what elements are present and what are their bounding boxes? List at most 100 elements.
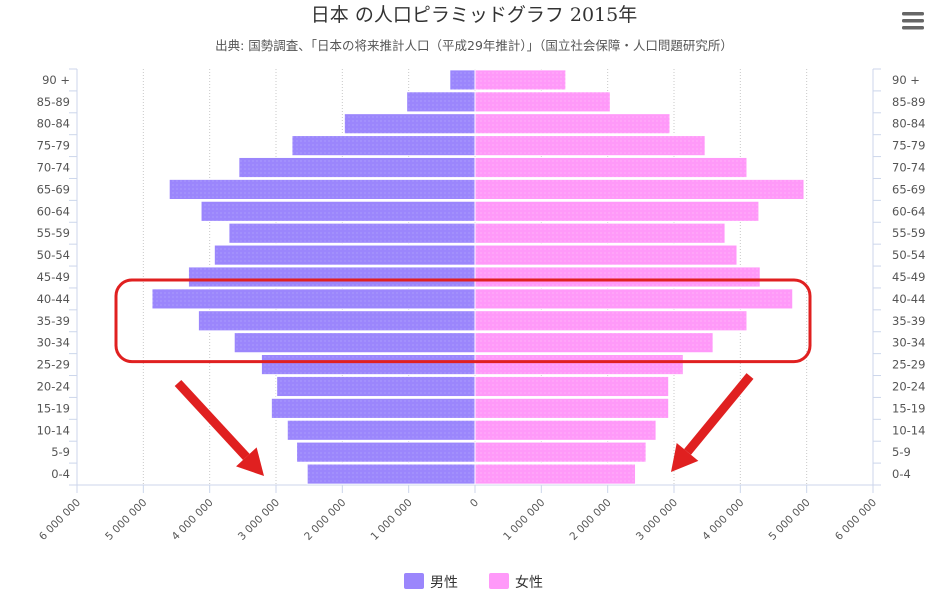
bar-female-50-54[interactable]: [474, 244, 738, 266]
legend[interactable]: 男性 女性: [404, 573, 543, 591]
x-tick-label: 1 000 000: [501, 497, 547, 543]
bar-male-50-54[interactable]: [213, 244, 476, 266]
age-label-right: 75-79: [892, 139, 925, 153]
bar-female-80-84[interactable]: [474, 113, 671, 135]
bar-male-60-64[interactable]: [200, 200, 476, 222]
arrow-left-shaft: [174, 379, 250, 460]
bar-male-45-49[interactable]: [187, 266, 476, 288]
bars: [151, 69, 805, 485]
bar-male-80-84[interactable]: [343, 113, 476, 135]
x-tick-label: 2 000 000: [302, 497, 348, 543]
bar-female-75-79[interactable]: [474, 135, 706, 157]
arrow-right-shaft: [684, 373, 754, 455]
bar-male-5-9[interactable]: [296, 441, 476, 463]
axes: [69, 68, 881, 493]
bar-female-55-59[interactable]: [474, 222, 726, 244]
age-label-right: 25-29: [892, 358, 925, 372]
bar-female-5-9[interactable]: [474, 441, 647, 463]
bar-male-15-19[interactable]: [270, 397, 476, 419]
bar-female-70-74[interactable]: [474, 156, 748, 179]
bar-male-35-39[interactable]: [197, 310, 476, 332]
age-label-left: 0-4: [51, 467, 70, 481]
x-tick-label: 1 000 000: [369, 497, 415, 543]
bar-male-0-4[interactable]: [306, 463, 476, 485]
age-label-left: 10-14: [37, 423, 70, 437]
age-label-right: 45-49: [892, 270, 925, 284]
age-label-right: 35-39: [892, 314, 925, 328]
x-tick-label: 4 000 000: [700, 497, 746, 543]
bar-female-15-19[interactable]: [474, 397, 670, 419]
age-label-right: 85-89: [892, 95, 925, 109]
age-label-right: 30-34: [892, 336, 925, 350]
age-label-left: 20-24: [37, 379, 70, 393]
bar-male-70-74[interactable]: [238, 156, 476, 179]
age-label-right: 0-4: [892, 467, 911, 481]
age-label-right: 20-24: [892, 379, 925, 393]
age-label-right: 40-44: [892, 292, 925, 306]
bar-male-25-29[interactable]: [260, 354, 476, 376]
legend-swatch-female: [489, 573, 509, 589]
bar-female-30-34[interactable]: [474, 332, 714, 354]
bar-female-20-24[interactable]: [474, 375, 670, 398]
bar-female-85-89[interactable]: [474, 91, 611, 113]
age-label-left: 70-74: [37, 161, 70, 175]
legend-item-male[interactable]: 男性: [404, 573, 458, 591]
x-tick-label: 5 000 000: [767, 497, 813, 543]
bar-male-55-59[interactable]: [228, 222, 476, 244]
age-label-left: 5-9: [51, 445, 70, 459]
bar-female-0-4[interactable]: [474, 463, 637, 485]
x-tick-label: 6 000 000: [833, 497, 879, 543]
bar-female-25-29[interactable]: [474, 354, 684, 376]
bar-male-30-34[interactable]: [233, 332, 476, 354]
age-label-left: 80-84: [37, 117, 70, 131]
annotations: [114, 278, 812, 476]
age-label-right: 10-14: [892, 423, 925, 437]
legend-item-female[interactable]: 女性: [489, 573, 543, 591]
age-label-right: 55-59: [892, 226, 925, 240]
age-label-left: 65-69: [37, 182, 70, 196]
bar-male-65-69[interactable]: [168, 178, 476, 200]
age-label-left: 60-64: [37, 204, 70, 218]
x-tick-label: 5 000 000: [103, 497, 149, 543]
bar-female-10-14[interactable]: [474, 419, 657, 441]
age-label-left: 45-49: [37, 270, 70, 284]
bar-male-90 +[interactable]: [449, 69, 476, 91]
bar-male-75-79[interactable]: [291, 135, 476, 157]
age-label-left: 35-39: [37, 314, 70, 328]
bar-male-40-44[interactable]: [151, 288, 476, 310]
bar-male-10-14[interactable]: [286, 419, 476, 441]
legend-label-female: 女性: [515, 574, 543, 591]
arrow-right-head: [671, 443, 699, 472]
age-label-left: 55-59: [37, 226, 70, 240]
age-label-left: 30-34: [37, 336, 70, 350]
age-labels-right: 90 + 85-89 80-84 75-79 70-74 65-69 60-64 55-59 5…: [892, 73, 925, 481]
arrow-left-head: [236, 447, 264, 476]
x-tick-label: 3 000 000: [634, 497, 680, 543]
bar-female-90 +[interactable]: [474, 69, 567, 91]
chart-subtitle: 出典: 国勢調査、「日本の将来推計人口（平成29年推計）」（国立社会保障・人口問…: [215, 38, 733, 53]
age-label-right: 70-74: [892, 161, 925, 175]
bar-male-85-89[interactable]: [406, 91, 476, 113]
age-label-right: 60-64: [892, 204, 925, 218]
highlight-box: [114, 278, 812, 364]
hamburger-menu-icon[interactable]: [898, 7, 928, 35]
x-tick-label: 2 000 000: [568, 497, 614, 543]
x-tick-label: 3 000 000: [236, 497, 282, 543]
bar-female-40-44[interactable]: [474, 288, 794, 310]
age-label-right: 15-19: [892, 401, 925, 415]
age-label-right: 80-84: [892, 117, 925, 131]
age-label-left: 90 +: [42, 73, 70, 87]
age-label-right: 90 +: [892, 73, 920, 87]
age-label-right: 5-9: [892, 445, 911, 459]
bar-female-65-69[interactable]: [474, 178, 805, 200]
bar-female-35-39[interactable]: [474, 310, 748, 332]
age-label-left: 15-19: [37, 401, 70, 415]
legend-swatch-male: [404, 573, 424, 589]
x-tick-label: 0: [468, 497, 481, 510]
x-tick-label: 6 000 000: [37, 497, 83, 543]
bar-male-20-24[interactable]: [276, 375, 476, 398]
age-labels-left: 90 + 85-89 80-84 75-79 70-74 65-69 60-64 55-59 5…: [37, 73, 70, 481]
bar-female-45-49[interactable]: [474, 266, 761, 288]
bar-female-60-64[interactable]: [474, 200, 760, 222]
